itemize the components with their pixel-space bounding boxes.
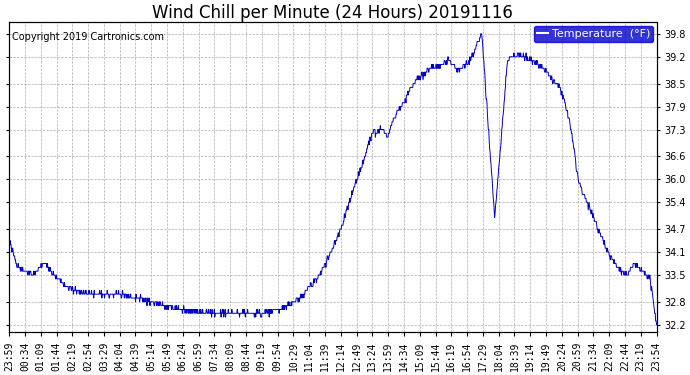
Legend: Temperature  (°F): Temperature (°F) (534, 26, 653, 42)
Text: Copyright 2019 Cartronics.com: Copyright 2019 Cartronics.com (12, 32, 164, 42)
Title: Wind Chill per Minute (24 Hours) 20191116: Wind Chill per Minute (24 Hours) 2019111… (152, 4, 513, 22)
